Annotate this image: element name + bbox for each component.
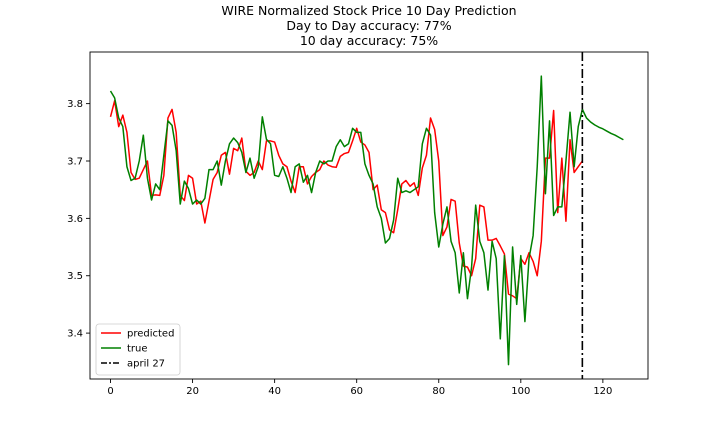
y-tick-label: 3.4	[67, 329, 83, 340]
x-tick-label: 100	[511, 386, 530, 397]
y-tick-label: 3.7	[67, 157, 83, 168]
x-tick-label: 40	[268, 386, 281, 397]
x-tick-label: 80	[432, 386, 445, 397]
chart-title: WIRE Normalized Stock Price 10 Day Predi…	[221, 3, 517, 18]
chart-title-block: WIRE Normalized Stock Price 10 Day Predi…	[0, 3, 720, 48]
chart-subtitle-day: Day to Day accuracy: 77%	[286, 18, 452, 33]
series-true-line	[109, 75, 584, 366]
y-tick-label: 3.8	[67, 99, 83, 110]
y-tick-label: 3.6	[67, 214, 83, 225]
x-tick-label: 0	[107, 386, 113, 397]
legend: predicted true april 27	[95, 323, 181, 376]
chart-subtitle-10day: 10 day accuracy: 75%	[299, 33, 439, 48]
x-tick-label: 120	[593, 386, 612, 397]
x-tick-label: 60	[350, 386, 363, 397]
series-lines	[109, 52, 624, 379]
axes: 0 20 40 60 80 100 120 3.4 3.5 3.6 3.7 3.8	[67, 51, 649, 397]
legend-label-predicted: predicted	[127, 329, 174, 340]
series-predicted-line	[109, 100, 583, 300]
series-forecast-line	[581, 109, 624, 141]
x-tick-label: 20	[186, 386, 199, 397]
legend-label-true: true	[127, 344, 148, 355]
plot-frame	[89, 51, 649, 380]
legend-label-april-27: april 27	[127, 359, 165, 370]
y-tick-label: 3.5	[67, 271, 83, 282]
